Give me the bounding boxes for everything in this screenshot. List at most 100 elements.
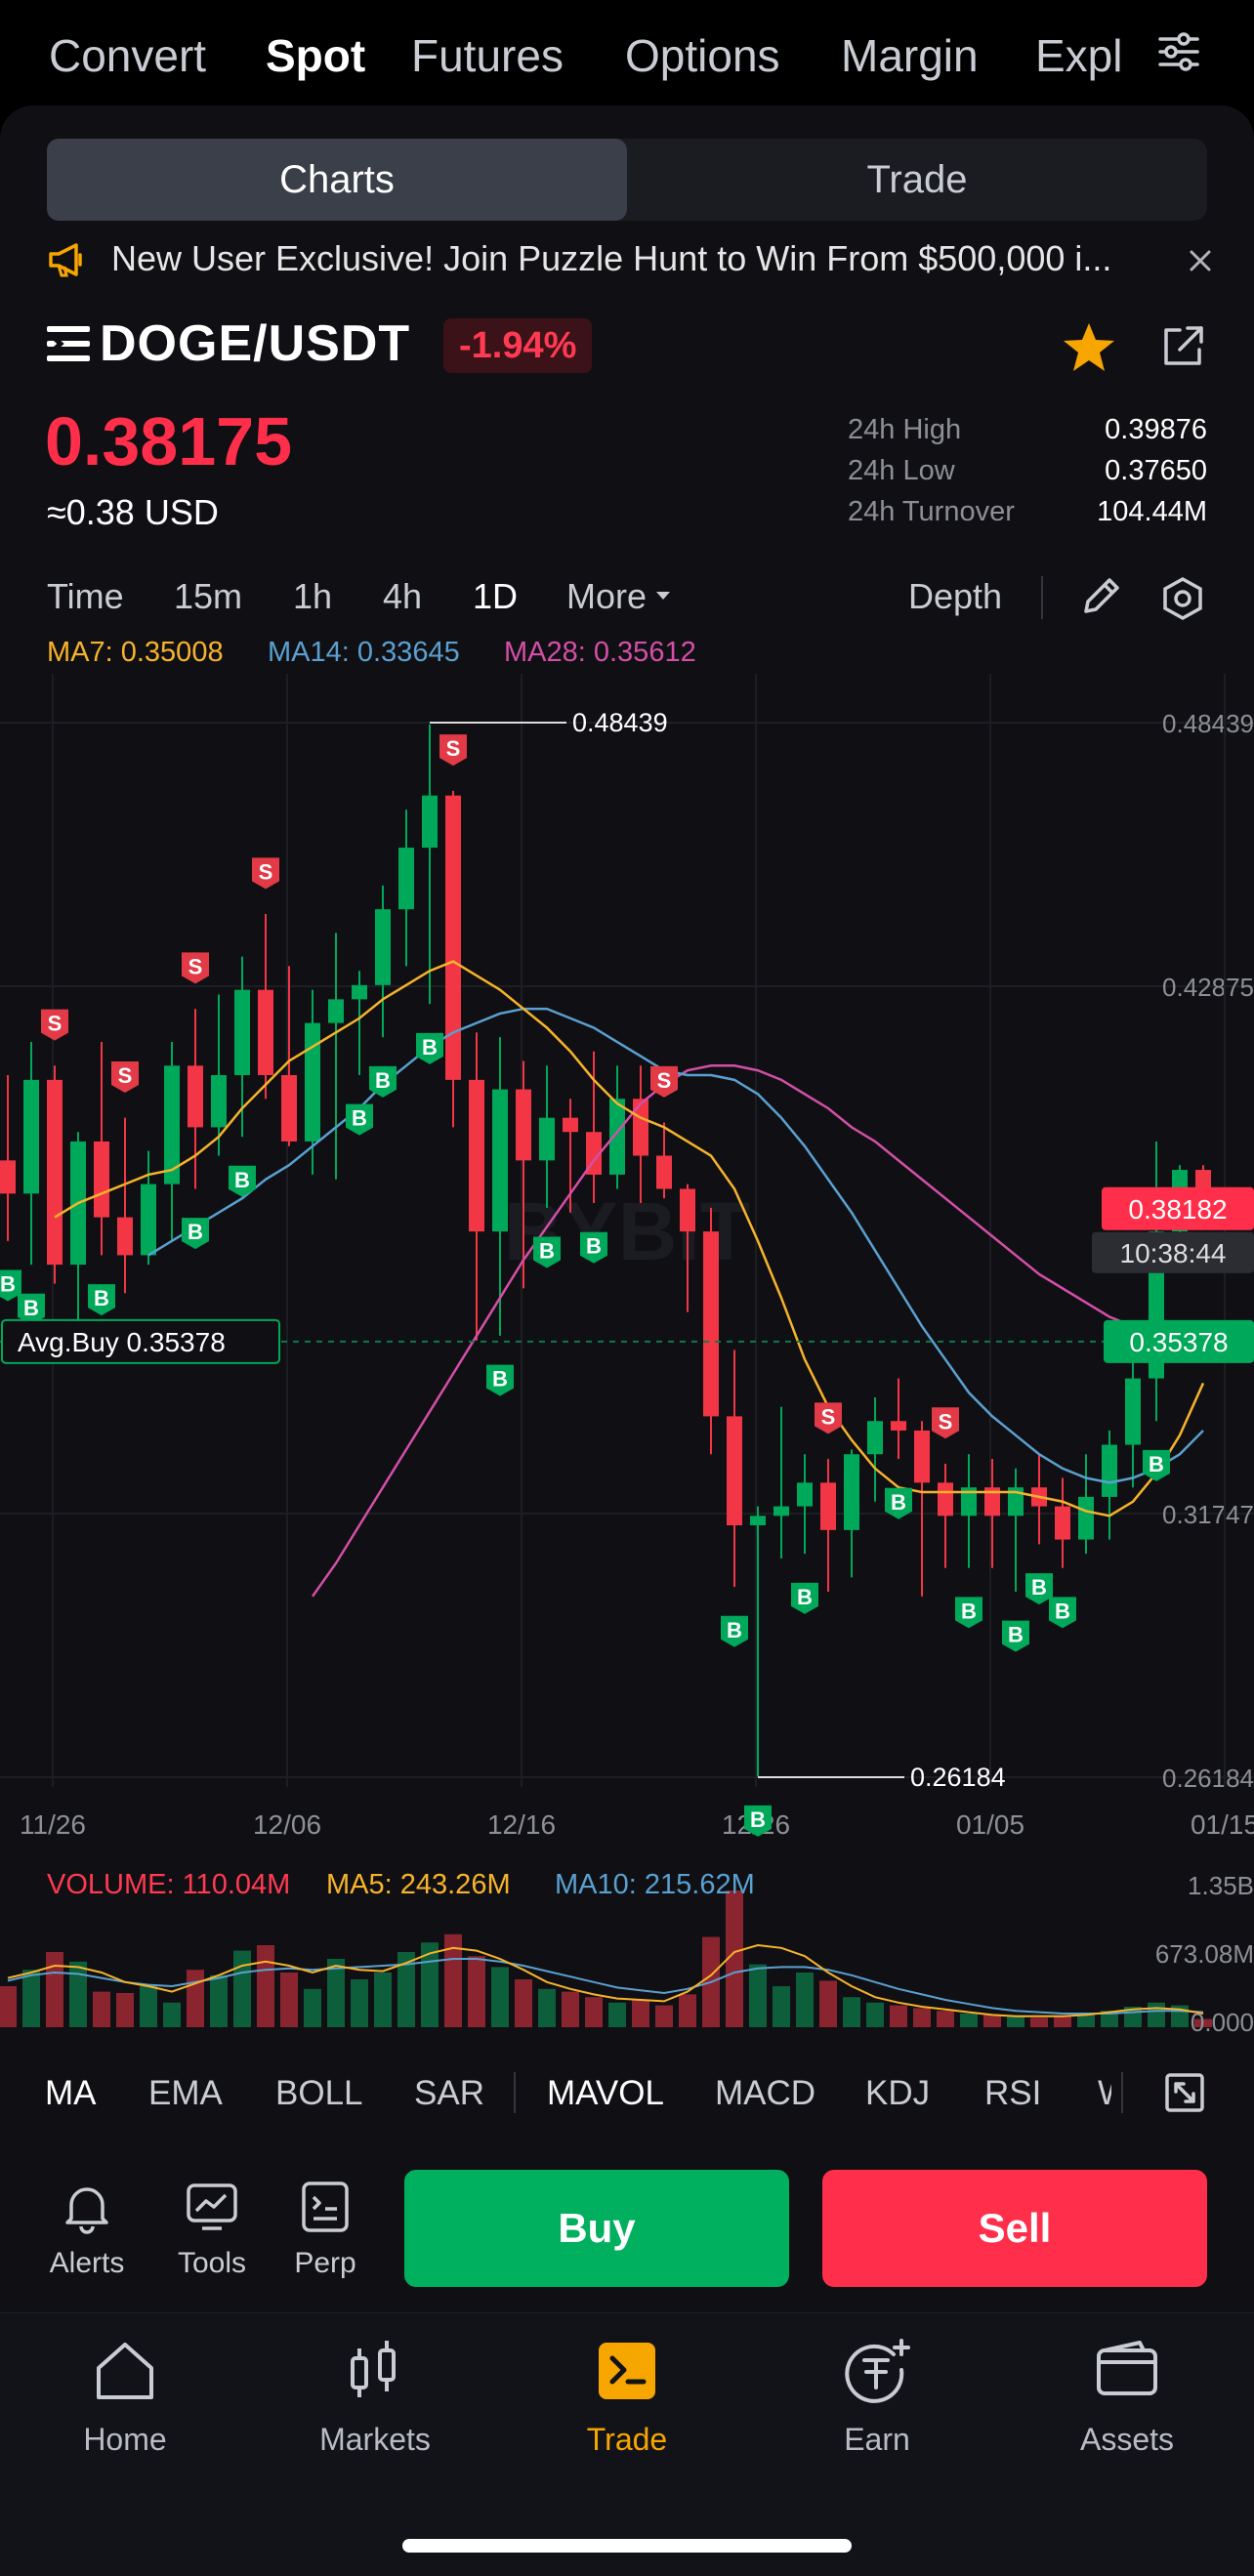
volume-bar <box>421 1942 439 2027</box>
tab-spot[interactable]: Spot <box>266 30 366 81</box>
candle-body <box>961 1487 977 1517</box>
nav-markets[interactable]: Markets <box>277 2337 473 2458</box>
volume-bar <box>937 2011 954 2027</box>
candle-body <box>305 1022 320 1142</box>
promo-banner-text[interactable]: New User Exclusive! Join Puzzle Hunt to … <box>111 238 1112 278</box>
volume-bar <box>187 1970 204 2027</box>
candle-body <box>328 999 344 1023</box>
y-tick-label: 0.26184 <box>1162 1764 1254 1793</box>
tools-tool[interactable]: Tools <box>158 2180 266 2280</box>
candle-body <box>281 1075 297 1142</box>
share-icon[interactable] <box>1158 322 1207 371</box>
buy-button[interactable]: Buy <box>404 2170 789 2287</box>
sell-marker-letter: S <box>188 954 203 978</box>
perp-tool[interactable]: Perp <box>272 2180 379 2280</box>
candle-body <box>938 1482 953 1517</box>
pair-symbol[interactable]: DOGE/USDT <box>100 315 411 372</box>
nav-earn[interactable]: Earn <box>779 2337 975 2458</box>
pencil-draw-icon[interactable] <box>1078 574 1123 619</box>
volume-bar <box>983 2015 1001 2027</box>
interval-more[interactable]: More <box>566 576 648 616</box>
indicator-mavol[interactable]: MAVOL <box>547 2074 664 2112</box>
candle-body <box>609 1099 625 1175</box>
indicator-ma[interactable]: MA <box>45 2074 97 2112</box>
tab-futures[interactable]: Futures <box>411 30 564 81</box>
candle-body <box>141 1184 156 1256</box>
candle-body <box>375 909 391 985</box>
nav-assets[interactable]: Assets <box>1029 2337 1225 2458</box>
candle-body <box>0 1160 16 1194</box>
nav-trade[interactable]: Trade <box>529 2337 725 2458</box>
nav-trade-label: Trade <box>586 2422 668 2457</box>
x-tick-label: 01/15 <box>1191 1809 1254 1840</box>
interval-time[interactable]: Time <box>47 576 124 616</box>
y-tick-label: 0.48439 <box>1162 709 1254 738</box>
volume-bar <box>538 1988 556 2027</box>
x-tick-label: 01/05 <box>956 1809 1024 1840</box>
volume-bar <box>304 1988 321 2027</box>
tab-options[interactable]: Options <box>625 30 780 81</box>
candle-body <box>188 1065 203 1128</box>
buy-marker-letter: B <box>750 1807 766 1832</box>
buy-marker-letter: B <box>422 1035 438 1059</box>
indicator-macd[interactable]: MACD <box>715 2074 816 2112</box>
indicator-rsi[interactable]: RSI <box>984 2074 1042 2112</box>
ma7-line <box>54 960 1205 1517</box>
sell-marker <box>815 1402 842 1434</box>
settings-sliders-icon[interactable] <box>1156 29 1201 74</box>
interval-4h[interactable]: 4h <box>383 576 423 616</box>
nav-home[interactable]: Home <box>27 2337 223 2458</box>
perp-label: Perp <box>294 2247 356 2279</box>
menu-list-icon[interactable] <box>47 324 90 363</box>
sell-button[interactable]: Sell <box>822 2170 1207 2287</box>
indicator-sar[interactable]: SAR <box>414 2074 484 2112</box>
current-price-label: 0.38182 <box>1128 1194 1227 1225</box>
charts-tab[interactable]: Charts <box>47 139 627 221</box>
fullscreen-icon[interactable] <box>1164 2072 1205 2113</box>
candle-body <box>891 1421 906 1431</box>
sell-marker-letter: S <box>446 736 461 761</box>
view-switch: Charts Trade <box>47 139 1207 221</box>
favorite-star-icon[interactable] <box>1061 320 1117 375</box>
indicator-boll[interactable]: BOLL <box>275 2074 363 2112</box>
interval-15m[interactable]: 15m <box>174 576 243 616</box>
volume-bar <box>843 1997 860 2027</box>
buy-marker-letter: B <box>1149 1452 1164 1476</box>
buy-marker <box>533 1236 561 1268</box>
buy-marker <box>182 1218 209 1250</box>
candle-body <box>1008 1487 1024 1517</box>
trade-tab[interactable]: Trade <box>866 158 968 201</box>
buy-marker-letter: B <box>797 1585 813 1609</box>
depth-tab[interactable]: Depth <box>908 576 1003 616</box>
sell-marker <box>650 1065 678 1098</box>
volume-bar <box>491 1967 509 2027</box>
buy-marker <box>1002 1620 1029 1652</box>
chart-settings-icon[interactable] <box>1160 576 1205 621</box>
volume-bar <box>796 1973 814 2027</box>
buy-marker-letter: B <box>234 1168 250 1192</box>
tab-convert[interactable]: Convert <box>49 30 207 81</box>
volume-bar <box>374 1973 392 2027</box>
sell-marker <box>182 952 209 984</box>
candle-body <box>1125 1378 1141 1445</box>
tab-margin[interactable]: Margin <box>841 30 979 81</box>
interval-1d[interactable]: 1D <box>473 576 519 616</box>
tab-explore[interactable]: Expl <box>1035 30 1123 81</box>
indicator-ema[interactable]: EMA <box>148 2074 223 2112</box>
candlestick-chart[interactable]: 0.48439 0.42875 0.31747 0.26184 11/26 12/06 12… <box>0 674 1254 2041</box>
close-icon[interactable] <box>1188 248 1213 273</box>
indicator-kdj[interactable]: KDJ <box>865 2074 931 2112</box>
divider <box>1041 576 1043 619</box>
buy-marker <box>744 1805 772 1837</box>
interval-1h[interactable]: 1h <box>293 576 333 616</box>
buy-marker-letter: B <box>492 1367 508 1392</box>
sell-marker <box>111 1061 139 1094</box>
ma28-legend: MA28: 0.35612 <box>504 637 696 668</box>
volume-bar <box>819 1980 837 2027</box>
avg-buy-box <box>1 1318 280 1364</box>
sell-marker <box>41 1009 68 1041</box>
alerts-tool[interactable]: Alerts <box>33 2180 141 2280</box>
indicator-more[interactable]: W <box>1098 2074 1111 2113</box>
volume-bar <box>1194 2018 1212 2027</box>
vol-ma10-legend: MA10: 215.62M <box>555 1869 755 1900</box>
